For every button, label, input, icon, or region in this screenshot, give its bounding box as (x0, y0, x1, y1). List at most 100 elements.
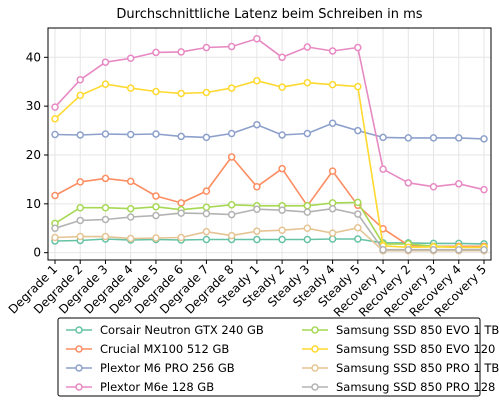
data-point (51, 191, 59, 200)
data-point (303, 43, 312, 51)
data-point (126, 204, 135, 213)
series-line (54, 238, 485, 245)
data-point (152, 192, 160, 200)
legend-label: Crucial MX100 512 GB (100, 342, 229, 356)
data-point (278, 83, 286, 91)
data-point (354, 43, 362, 52)
data-point (328, 80, 337, 89)
series-line (54, 227, 484, 252)
data-point (227, 231, 236, 240)
data-point (303, 78, 312, 87)
legend-swatch-marker (75, 364, 83, 372)
data-point (76, 91, 84, 100)
legend-box (57, 317, 481, 397)
legend-entry: Crucial MX100 512 GB (66, 342, 229, 356)
data-point (303, 224, 312, 233)
legend-swatch-marker (311, 345, 319, 353)
legend-label: Plextor M6 PRO 256 GB (100, 361, 235, 375)
chart-title: Durchschnittliche Latenz beim Schreiben … (116, 7, 422, 22)
data-point (253, 120, 261, 129)
data-point (51, 103, 59, 111)
data-point (354, 224, 362, 232)
series-line (54, 122, 485, 140)
series-group (51, 34, 488, 194)
data-point (379, 133, 387, 142)
data-point (354, 198, 362, 207)
data-point (354, 210, 362, 218)
y-tick-label: 10 (26, 197, 41, 211)
data-point (126, 130, 135, 139)
data-point (253, 235, 261, 244)
data-point (76, 216, 84, 225)
data-point (101, 203, 110, 212)
legend-entry: Samsung SSD 850 PRO 1 TB (302, 361, 499, 375)
data-point (227, 153, 236, 161)
data-point (480, 135, 488, 143)
data-point (328, 199, 337, 207)
data-point (354, 82, 362, 91)
data-point (328, 47, 337, 55)
data-point (202, 235, 211, 244)
data-point (126, 213, 135, 221)
data-point (253, 182, 261, 191)
data-point (76, 178, 84, 186)
data-point (303, 202, 312, 210)
data-point (227, 210, 236, 219)
data-point (455, 245, 463, 254)
data-point (379, 245, 387, 254)
data-point (404, 179, 413, 187)
data-point (303, 129, 312, 138)
data-point (126, 234, 135, 243)
data-point (227, 129, 236, 138)
legend-entry: Samsung SSD 850 PRO 128 GB (302, 380, 499, 394)
y-tick-label: 30 (26, 99, 41, 113)
data-point (328, 204, 337, 213)
legend-swatch-marker (311, 326, 319, 334)
data-point (152, 203, 160, 211)
data-point (379, 165, 387, 173)
data-point (429, 245, 438, 254)
data-point (76, 203, 84, 212)
data-point (253, 227, 261, 235)
legend-label: Samsung SSD 850 PRO 1 TB (336, 361, 499, 375)
data-point (101, 80, 110, 88)
data-point (303, 235, 312, 244)
data-point (354, 235, 362, 243)
data-point (429, 182, 438, 191)
data-point (480, 185, 488, 194)
data-point (177, 48, 185, 56)
data-point (126, 177, 135, 186)
data-point (303, 208, 312, 216)
plot-frame (47, 27, 492, 261)
series-group (51, 76, 488, 252)
data-point (278, 235, 286, 244)
series-group (51, 204, 488, 254)
y-tick-label: 20 (26, 148, 41, 162)
series-line (54, 207, 484, 251)
data-point (51, 233, 59, 242)
data-point (278, 206, 286, 214)
data-point (152, 211, 160, 220)
series-line (54, 156, 484, 248)
legend-swatch-marker (75, 383, 83, 391)
data-point (76, 232, 84, 241)
data-point (354, 126, 362, 135)
data-point (202, 88, 211, 97)
legend-label: Samsung SSD 850 EVO 1 TB (336, 323, 499, 337)
data-point (227, 201, 236, 209)
series-line (54, 79, 484, 249)
legend-label: Plextor M6e 128 GB (100, 380, 214, 394)
data-point (51, 115, 59, 123)
data-point (101, 174, 110, 183)
series-line (54, 37, 485, 191)
data-point (51, 224, 59, 233)
legend-label: Samsung SSD 850 EVO 120 GB (336, 342, 499, 356)
legend-label: Corsair Neutron GTX 240 GB (100, 323, 264, 337)
legend-swatch-marker (75, 326, 83, 334)
data-point (177, 233, 185, 242)
data-point (152, 87, 160, 96)
data-point (278, 53, 286, 62)
data-point (429, 134, 438, 142)
